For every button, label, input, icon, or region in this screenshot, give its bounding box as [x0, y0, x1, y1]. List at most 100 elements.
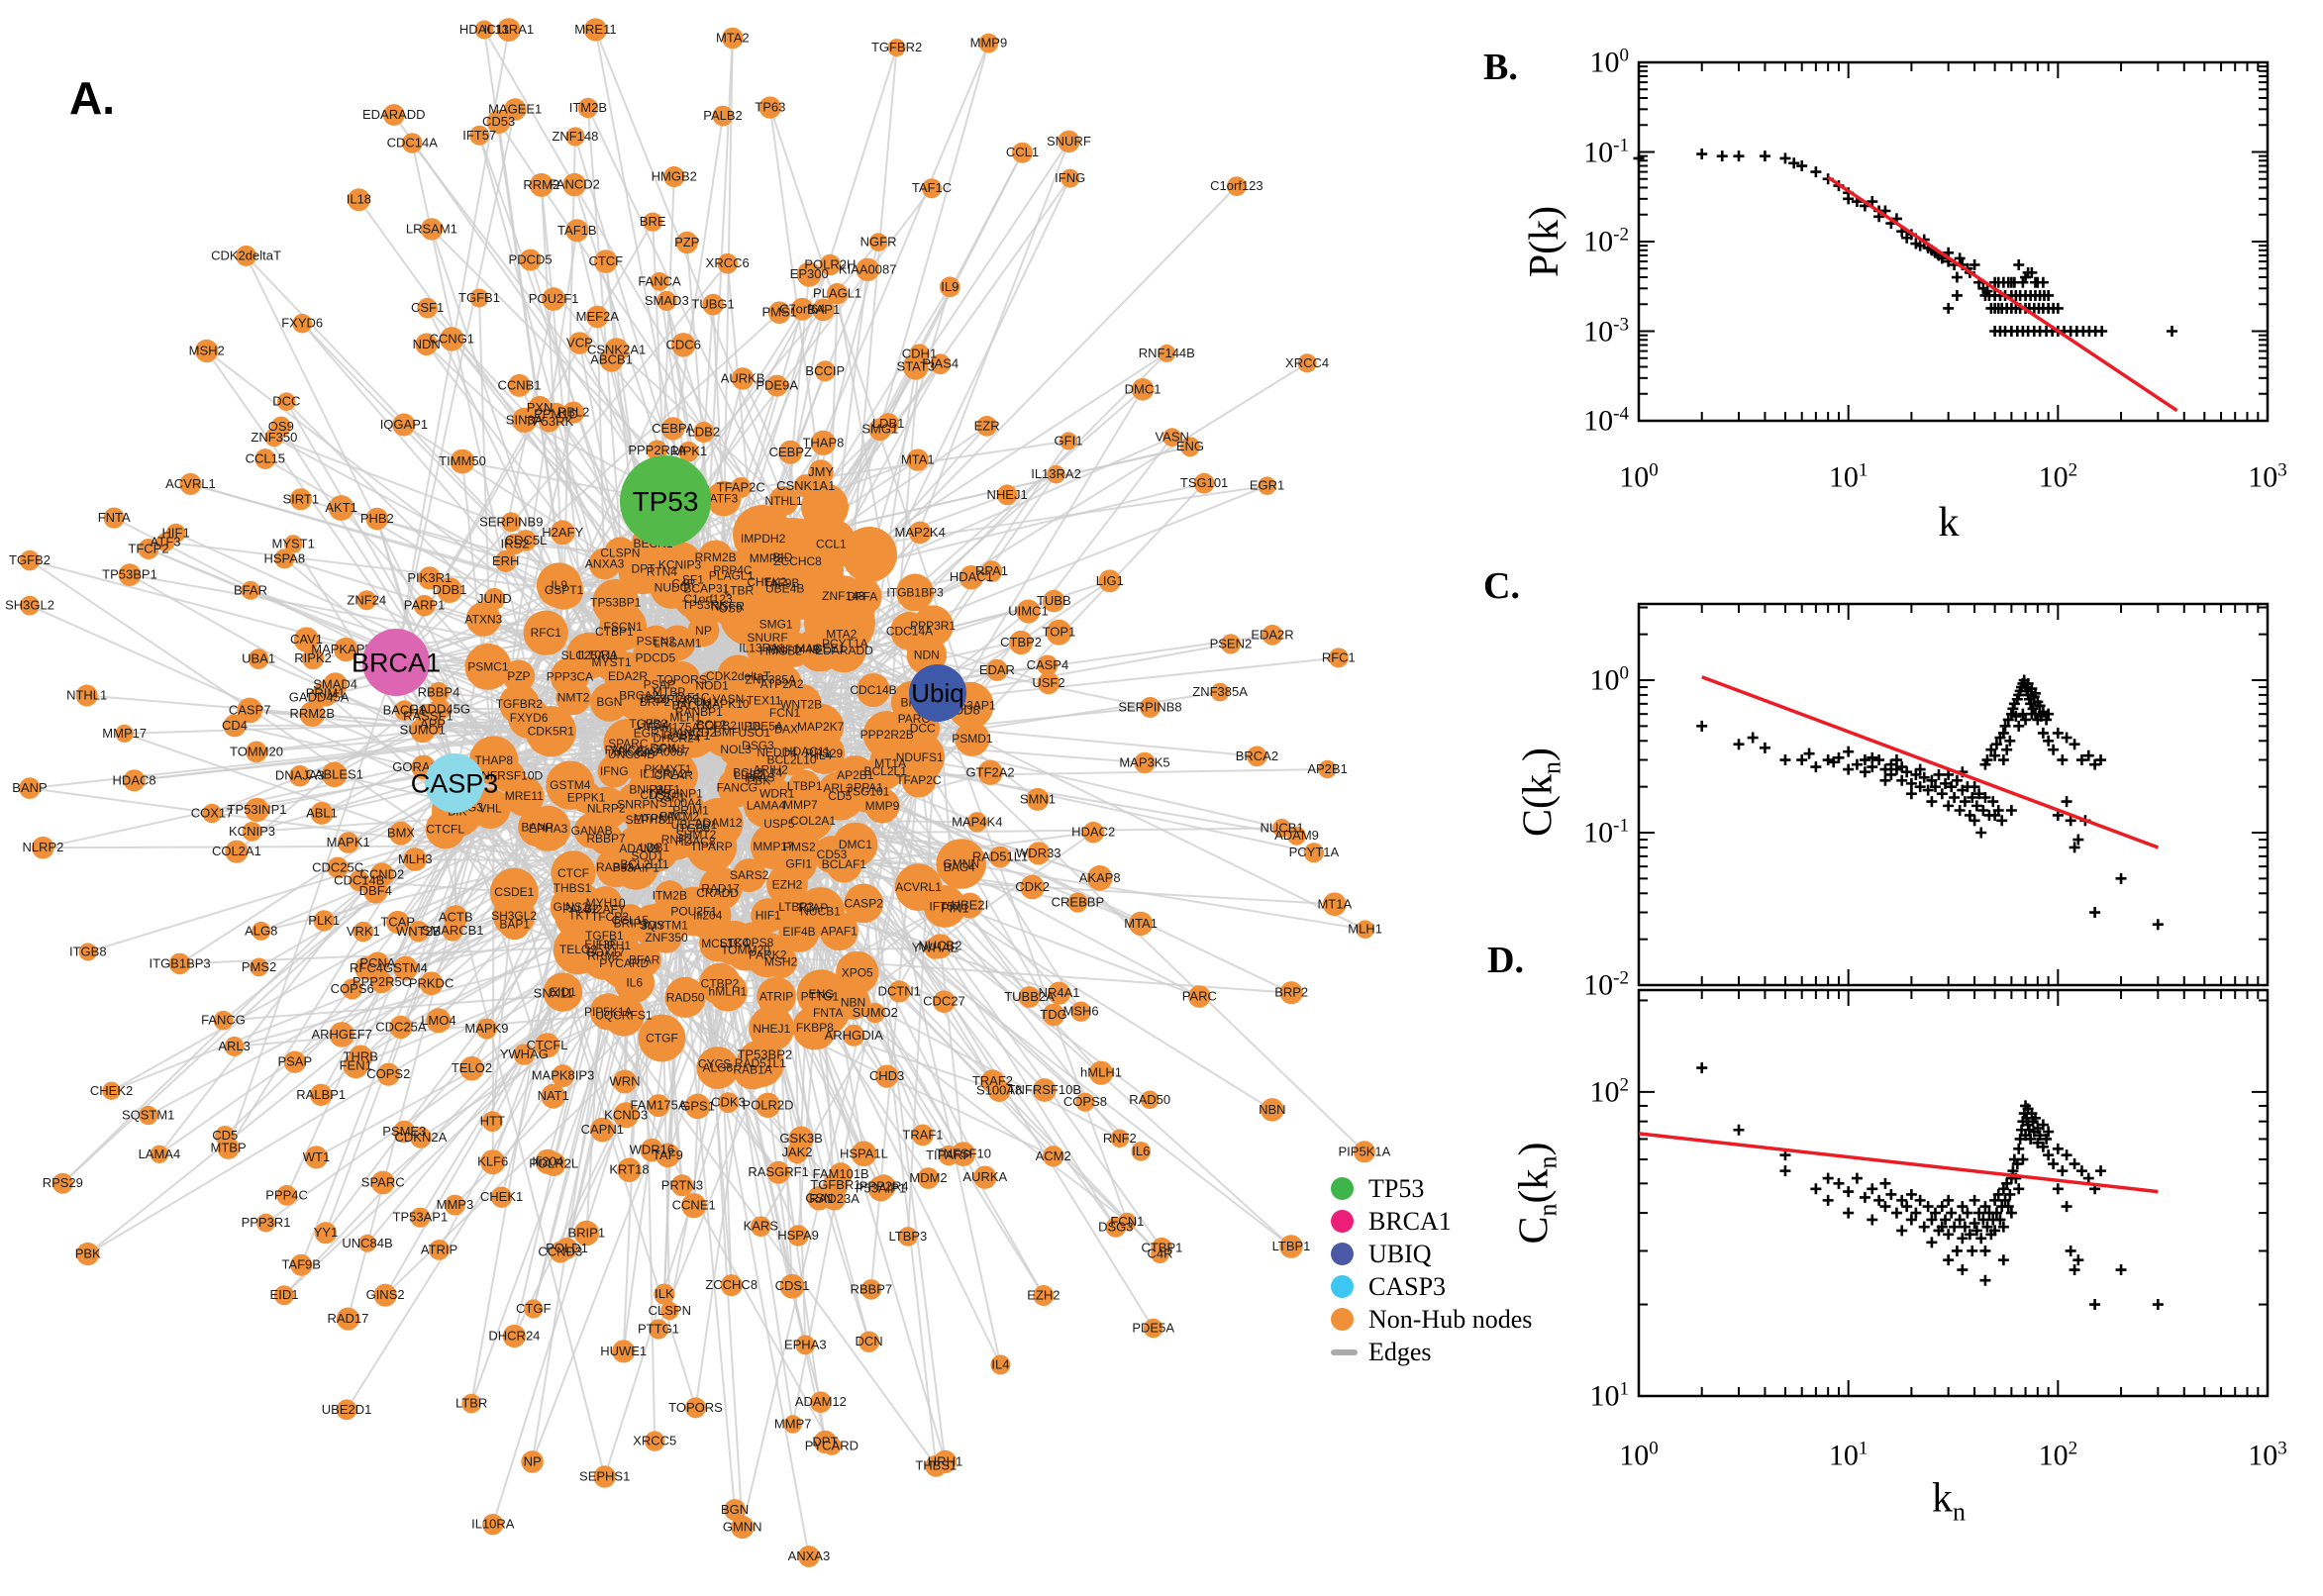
- network-node-label: EZH2: [772, 878, 803, 892]
- network-node-label: ARIH2: [754, 762, 789, 776]
- network-node[interactable]: [768, 485, 799, 516]
- network-node[interactable]: [588, 548, 621, 580]
- network-node-label: MCL1: [701, 937, 733, 950]
- network-node-label: LDB1: [872, 416, 905, 431]
- network-node-label: PDCD5: [509, 252, 553, 267]
- network-node[interactable]: [607, 730, 656, 779]
- network-node-label: BCL2L1: [864, 764, 908, 778]
- data-point-marker: [1859, 1191, 1870, 1203]
- network-node-label: CDK2deltaT: [211, 248, 281, 262]
- network-edge: [603, 820, 815, 1477]
- network-node-label: XRCC4: [1285, 355, 1329, 370]
- network-node-label: BNIP3L: [629, 782, 670, 796]
- data-point-marker: [1733, 739, 1745, 750]
- network-node-label: POU2F1: [529, 291, 579, 306]
- network-node[interactable]: [641, 666, 677, 703]
- network-node[interactable]: [518, 807, 557, 848]
- network-node[interactable]: [465, 601, 501, 637]
- data-point-marker: [2115, 872, 2127, 884]
- network-node-label: MAP3K5: [1119, 754, 1169, 769]
- network-node-label: ITM2B: [653, 889, 687, 903]
- network-node-label: ARL3: [218, 1039, 251, 1053]
- network-node-label: BFAR: [234, 582, 267, 597]
- network-node[interactable]: [749, 619, 786, 656]
- network-node-label: CSNK2A1: [587, 342, 646, 356]
- network-node-label: IL9: [941, 279, 959, 294]
- network-node[interactable]: [638, 1014, 686, 1062]
- network-node[interactable]: [640, 901, 687, 948]
- network-node[interactable]: [698, 962, 742, 1005]
- network-node-label: ZCCHC8: [705, 1277, 758, 1292]
- network-node[interactable]: [890, 611, 929, 650]
- network-node-label: TOMM20: [230, 744, 283, 758]
- panel-d-label: D.: [1487, 940, 1524, 981]
- network-edge: [843, 388, 1144, 651]
- network-edge: [944, 905, 1273, 1111]
- network-node-label: NLRP2: [22, 840, 63, 854]
- network-node-label: LAMA4: [139, 1147, 181, 1161]
- network-node[interactable]: [757, 976, 796, 1017]
- data-point-marker: [2069, 1264, 2080, 1276]
- network-node-label: SH3GL2: [491, 909, 537, 923]
- network-node-label: EID1: [270, 1287, 299, 1302]
- network-node[interactable]: [826, 846, 862, 883]
- network-node[interactable]: [573, 813, 610, 848]
- network-node-label: CTGF: [516, 1301, 551, 1316]
- network-node[interactable]: [862, 711, 911, 758]
- network-node-label: PDE5A: [1132, 1321, 1174, 1336]
- network-node-label: MTA1: [901, 452, 935, 467]
- data-point-marker: [1696, 720, 1708, 732]
- network-node[interactable]: [857, 673, 890, 707]
- network-node[interactable]: [896, 573, 934, 612]
- network-node[interactable]: [732, 858, 766, 893]
- data-point-marker: [1969, 1194, 1980, 1206]
- network-node-label: PSAP: [644, 678, 675, 692]
- network-node-label: TP63: [755, 100, 785, 115]
- network-node[interactable]: [821, 771, 856, 805]
- network-node-label: COL2A1: [212, 844, 261, 858]
- network-edge: [325, 906, 572, 1234]
- network-node-label: FAM175A: [630, 1098, 686, 1113]
- data-point-marker: [1951, 1245, 1963, 1256]
- network-node-label: TUBG1: [691, 297, 734, 312]
- network-node-label: WNT2B: [396, 924, 442, 939]
- network-node-label: SARS2: [730, 868, 769, 882]
- network-node[interactable]: [802, 979, 838, 1015]
- network-node[interactable]: [687, 615, 720, 648]
- network-node-label: ACM2: [1036, 1148, 1071, 1163]
- network-node-label: SEPHS1: [579, 1469, 630, 1484]
- network-node[interactable]: [492, 759, 525, 793]
- network-node-label: CCL1: [816, 538, 847, 551]
- network-node-label: MRE11: [505, 789, 544, 803]
- network-node-label: NHEJ1: [987, 487, 1028, 502]
- network-node-label: MDM2: [909, 1170, 947, 1185]
- network-node[interactable]: [523, 610, 568, 655]
- network-edge: [818, 787, 870, 997]
- network-node[interactable]: [664, 976, 706, 1018]
- network-node-label: ITGB1BP3: [886, 585, 944, 599]
- network-node-label: KRT18: [609, 1162, 649, 1177]
- network-node-label: NHEJ1: [753, 1022, 790, 1036]
- network-node-label: CREBBP: [1052, 895, 1104, 910]
- network-node-label: EZH2: [1027, 1288, 1060, 1303]
- network-node[interactable]: [698, 1047, 731, 1081]
- network-node-label: BRE: [640, 214, 666, 229]
- network-node-label: CDC14A: [387, 136, 439, 150]
- network-node-label: COPS8: [1063, 1094, 1107, 1109]
- legend-item-ubiq: UBIQ: [1331, 1238, 1532, 1270]
- network-node-label: RASGRF1: [748, 1164, 808, 1179]
- network-node-label: RPS29: [43, 1175, 83, 1190]
- network-node-label: FSCN1: [604, 620, 644, 634]
- network-node-label: TOPORS: [668, 1400, 723, 1415]
- network-edge: [937, 692, 1129, 1223]
- network-node[interactable]: [797, 625, 844, 672]
- network-node-label: FANCD2: [550, 177, 600, 192]
- network-node-label: CASP2: [845, 896, 884, 910]
- network-node-label: PZP: [674, 235, 699, 249]
- data-point-marker: [1949, 1221, 1961, 1233]
- network-node[interactable]: [603, 994, 645, 1037]
- network-node[interactable]: [761, 806, 797, 841]
- legend: TP53 BRCA1 UBIQ CASP3 Non-Hub nodes Edges: [1331, 1172, 1532, 1368]
- network-node[interactable]: [805, 518, 858, 570]
- network-node[interactable]: [614, 904, 647, 937]
